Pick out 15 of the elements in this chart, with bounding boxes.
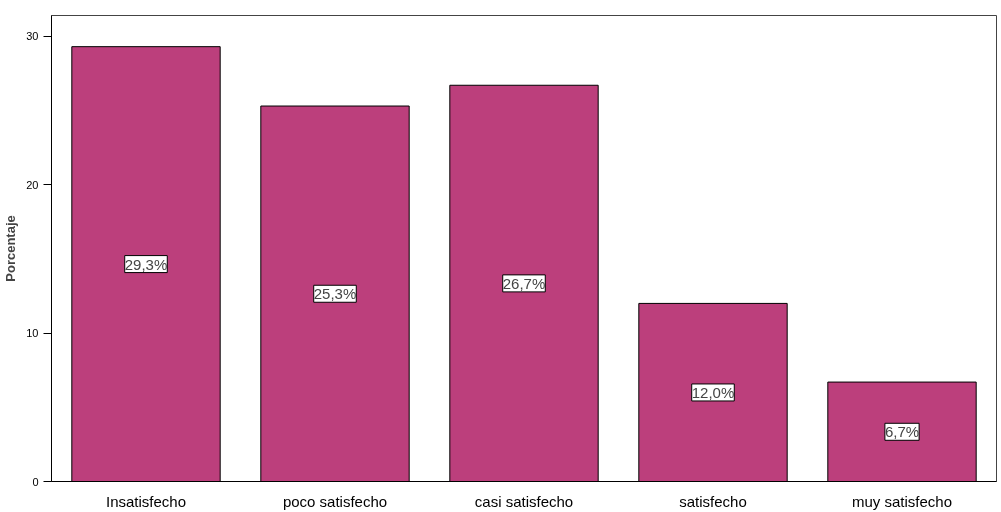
x-tick-label: muy satisfecho	[851, 492, 953, 510]
y-axis-title: Porcentaje	[3, 215, 19, 282]
data-label: 29,3%	[124, 255, 168, 273]
data-label: 12,0%	[691, 383, 735, 401]
x-tick-label: poco satisfecho	[282, 492, 388, 510]
data-label: 25,3%	[313, 285, 357, 303]
y-tick-label: 10	[26, 327, 39, 340]
y-tick-label: 20	[26, 178, 39, 191]
x-tick-label: satisfecho	[679, 492, 747, 510]
x-tick-label: casi satisfecho	[474, 492, 574, 510]
y-tick-label: 30	[26, 30, 39, 43]
y-tick-label: 0	[32, 475, 39, 488]
data-label: 6,7%	[884, 423, 920, 441]
x-tick-label: Insatisfecho	[105, 492, 187, 510]
data-label: 26,7%	[502, 274, 546, 292]
